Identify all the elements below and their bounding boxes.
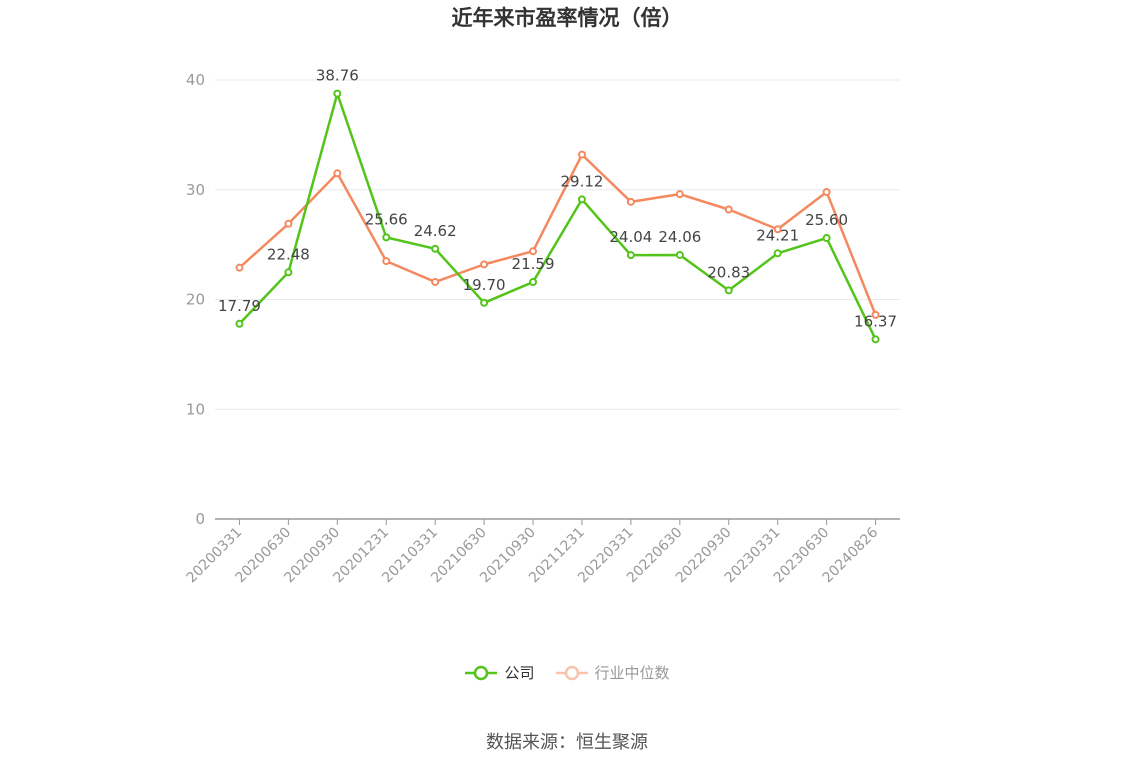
data-point-industry bbox=[822, 187, 831, 196]
y-tick-label: 0 bbox=[195, 510, 205, 528]
data-point-company bbox=[382, 233, 391, 242]
legend-item-industry[interactable]: 行业中位数 bbox=[555, 662, 670, 683]
data-label: 38.76 bbox=[316, 67, 359, 85]
y-tick-label: 30 bbox=[186, 181, 205, 199]
data-point-company bbox=[480, 298, 489, 307]
data-point-industry bbox=[480, 260, 489, 269]
data-point-industry bbox=[333, 169, 342, 178]
data-point-company bbox=[822, 234, 831, 243]
legend-label-company: 公司 bbox=[504, 664, 535, 682]
legend-label-industry: 行业中位数 bbox=[594, 664, 670, 682]
legend-line-icon bbox=[555, 665, 588, 680]
data-label: 20.83 bbox=[707, 263, 750, 281]
data-point-company bbox=[871, 335, 880, 344]
data-point-company bbox=[675, 250, 684, 259]
data-point-industry bbox=[626, 197, 635, 206]
grid-lines bbox=[215, 79, 900, 410]
data-point-company bbox=[724, 286, 733, 295]
data-point-company bbox=[577, 195, 586, 204]
series-layer bbox=[235, 89, 880, 344]
data-point-industry bbox=[577, 150, 586, 159]
data-label: 22.48 bbox=[267, 245, 310, 263]
x-axis: 2020033120200630202009302020123120210331… bbox=[184, 518, 900, 586]
data-label: 16.37 bbox=[854, 312, 897, 330]
data-point-industry bbox=[675, 190, 684, 199]
data-label: 25.66 bbox=[365, 210, 408, 228]
data-point-industry bbox=[284, 219, 293, 228]
data-label: 17.79 bbox=[218, 297, 261, 315]
chart-title: 近年来市盈率情况（倍） bbox=[451, 6, 683, 30]
data-label: 24.62 bbox=[414, 222, 457, 240]
y-tick-label: 10 bbox=[186, 400, 205, 418]
data-point-industry bbox=[529, 247, 538, 256]
data-label: 24.04 bbox=[609, 228, 652, 246]
data-point-company bbox=[333, 89, 342, 98]
data-point-industry bbox=[235, 263, 244, 272]
legend-line-icon bbox=[465, 665, 498, 680]
data-label: 24.21 bbox=[756, 226, 799, 244]
legend: 公司 行业中位数 bbox=[0, 662, 1134, 683]
data-labels: 17.79 22.48 38.76 25.66 24.62 19.70 21.59 29.12… bbox=[218, 67, 897, 331]
data-point-company bbox=[773, 249, 782, 258]
data-point-industry bbox=[871, 310, 880, 319]
data-label: 29.12 bbox=[560, 172, 603, 190]
data-label: 19.70 bbox=[463, 276, 506, 294]
data-point-company bbox=[235, 319, 244, 328]
data-point-company bbox=[431, 244, 440, 253]
data-point-industry bbox=[431, 277, 440, 286]
data-point-company bbox=[529, 278, 538, 287]
data-point-industry bbox=[773, 225, 782, 234]
y-tick-label: 40 bbox=[186, 71, 205, 89]
series-line-industry bbox=[238, 153, 877, 316]
data-point-industry bbox=[724, 205, 733, 214]
y-tick-label: 20 bbox=[186, 291, 205, 309]
data-label: 21.59 bbox=[512, 255, 555, 273]
y-axis: 0 10 20 30 40 bbox=[186, 71, 205, 528]
data-label: 25.60 bbox=[805, 211, 848, 229]
source-note: 数据来源：恒生聚源 bbox=[486, 732, 648, 753]
data-point-company bbox=[626, 251, 635, 260]
data-point-company bbox=[284, 268, 293, 277]
data-point-industry bbox=[382, 257, 391, 266]
legend-item-company[interactable]: 公司 bbox=[464, 662, 535, 683]
data-label: 24.06 bbox=[658, 228, 701, 246]
series-line-company bbox=[238, 92, 877, 340]
